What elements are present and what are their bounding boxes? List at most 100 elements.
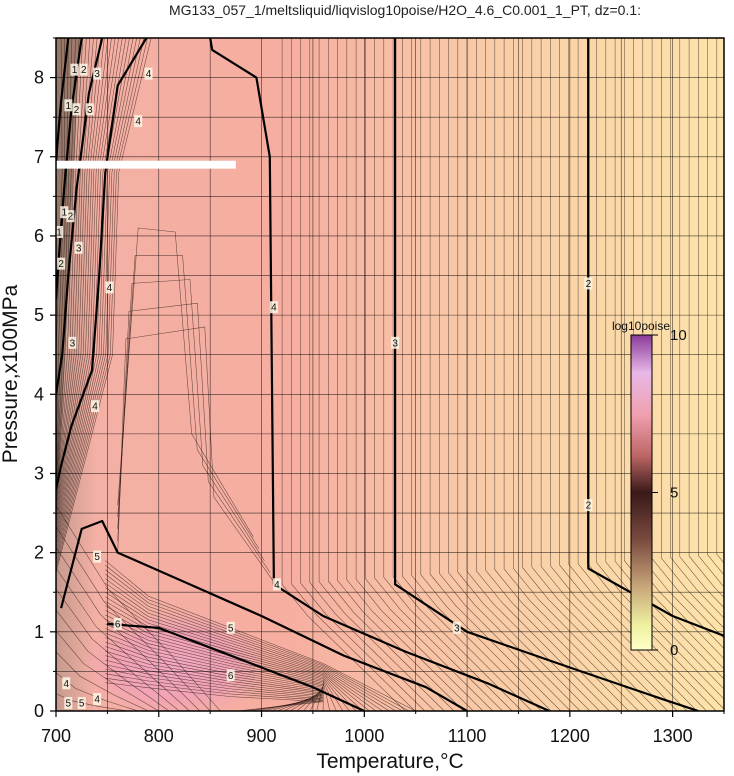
plot-frame [55, 37, 725, 712]
major-contour-3 [394, 38, 699, 711]
minor-contour-line [651, 38, 724, 639]
minor-contour-line [439, 38, 571, 711]
contour-label-text: 3 [76, 243, 82, 254]
contour-label-text: 4 [94, 695, 100, 706]
contour-label: 4 [269, 301, 278, 314]
contour-label: 4 [105, 281, 114, 294]
contour-label-text: 5 [228, 623, 234, 634]
minor-contour-line [309, 38, 435, 711]
minor-contour-line [105, 591, 370, 711]
high-viscosity-region [80, 610, 270, 711]
minor-contour-line [56, 38, 145, 565]
minor-contour-line [577, 38, 717, 711]
contour-label: 2 [66, 210, 75, 223]
major-contours [56, 38, 724, 711]
minor-contour-line [56, 547, 201, 711]
contour-label-text: 2 [586, 501, 592, 512]
contour-label: 3 [93, 67, 102, 80]
contour-label: 4 [134, 115, 143, 128]
y-axis-label: Pressure,x100MPa [0, 284, 22, 463]
minor-contour-line [402, 38, 532, 711]
minor-contour-line [56, 38, 130, 549]
contour-label-text: 4 [107, 283, 113, 294]
contour-label-text: 2 [81, 65, 87, 76]
minor-contour-line [559, 38, 697, 711]
minor-contour-line [56, 505, 221, 711]
contour-label-text: 5 [94, 552, 100, 563]
minor-contour-line [605, 38, 724, 690]
minor-contour-line [707, 38, 724, 576]
minor-contour-line [568, 38, 707, 711]
minor-contour-line [346, 38, 474, 711]
minor-contour-line [337, 38, 464, 711]
contour-label-text: 3 [454, 623, 460, 634]
minor-contour-line [56, 38, 134, 553]
minor-contour-line [56, 38, 119, 537]
minor-contour-line [679, 38, 724, 609]
minor-contour-line [281, 38, 406, 711]
minor-contour-line [374, 38, 503, 711]
minor-contour-line [698, 38, 724, 588]
minor-contour-line [117, 302, 271, 573]
major-contour-2 [587, 38, 724, 637]
y-tick-label: 2 [34, 543, 44, 563]
colorbar-tick-label: 10 [670, 327, 687, 344]
minor-contour-line [105, 619, 331, 711]
y-tick-label: 0 [34, 701, 44, 721]
x-axis-ticks: 700 800 900 1000 1100 1200 1300 [41, 711, 725, 746]
minor-contour-line [420, 38, 552, 711]
minor-contours [56, 38, 724, 711]
minor-contour-line [105, 673, 324, 711]
colorbar-scale [630, 334, 653, 651]
contour-label-text: 4 [135, 117, 141, 128]
heatmap-background [56, 38, 724, 711]
contour-label-text: 5 [66, 699, 72, 710]
colorbar-tick-label: 5 [670, 485, 678, 502]
contour-label-text: 4 [63, 679, 69, 690]
minor-contour-line [522, 38, 659, 711]
minor-contour-line [383, 38, 513, 711]
contour-label-text: 1 [72, 65, 78, 76]
contour-label: 5 [93, 550, 102, 563]
colorbar-title: log10poise [612, 319, 670, 333]
x-axis-label: Temperature,°C [316, 750, 463, 773]
contour-label: 3 [68, 336, 77, 349]
contour-label-text: 4 [271, 303, 277, 314]
contour-label-text: 2 [68, 212, 74, 223]
minor-contour-line [56, 630, 159, 711]
contour-label: 2 [584, 499, 593, 512]
minor-contour-line [56, 38, 105, 522]
minor-contour-line [476, 38, 610, 711]
minor-contour-line [117, 326, 276, 585]
contour-label: 4 [272, 578, 281, 591]
contour-label-text: 5 [79, 699, 85, 710]
contour-label-text: 2 [74, 105, 80, 116]
minor-contour-line [56, 38, 152, 573]
colorbar: log10poise 0 5 10 [612, 319, 687, 659]
major-contour-4 [56, 38, 148, 490]
contour-label: 4 [144, 67, 153, 80]
minor-contour-line [531, 38, 668, 711]
minor-contour-line [670, 38, 724, 619]
minor-contour-line [56, 38, 87, 502]
minor-contour-line [105, 659, 324, 711]
contour-label-text: 4 [92, 402, 98, 413]
contour-label: 5 [226, 621, 235, 634]
minor-contour-line [550, 38, 688, 711]
contour-label-text: 6 [228, 671, 234, 682]
colorbar-tick-label: 0 [670, 642, 678, 659]
minor-contour-line [105, 668, 324, 711]
x-tick-label: 1200 [550, 726, 590, 746]
contour-label: 3 [452, 621, 461, 634]
minor-contour-line [411, 38, 542, 711]
minor-contour-line [105, 578, 390, 711]
minor-contour-line [56, 526, 211, 711]
contour-label: 5 [64, 697, 73, 710]
minor-contour-line [56, 568, 190, 711]
contour-label-text: 1 [66, 101, 72, 112]
minor-contour-line [56, 38, 137, 557]
minor-contour-line [105, 582, 383, 711]
minor-contour-line [596, 38, 724, 700]
contour-label-text: 6 [115, 619, 121, 630]
